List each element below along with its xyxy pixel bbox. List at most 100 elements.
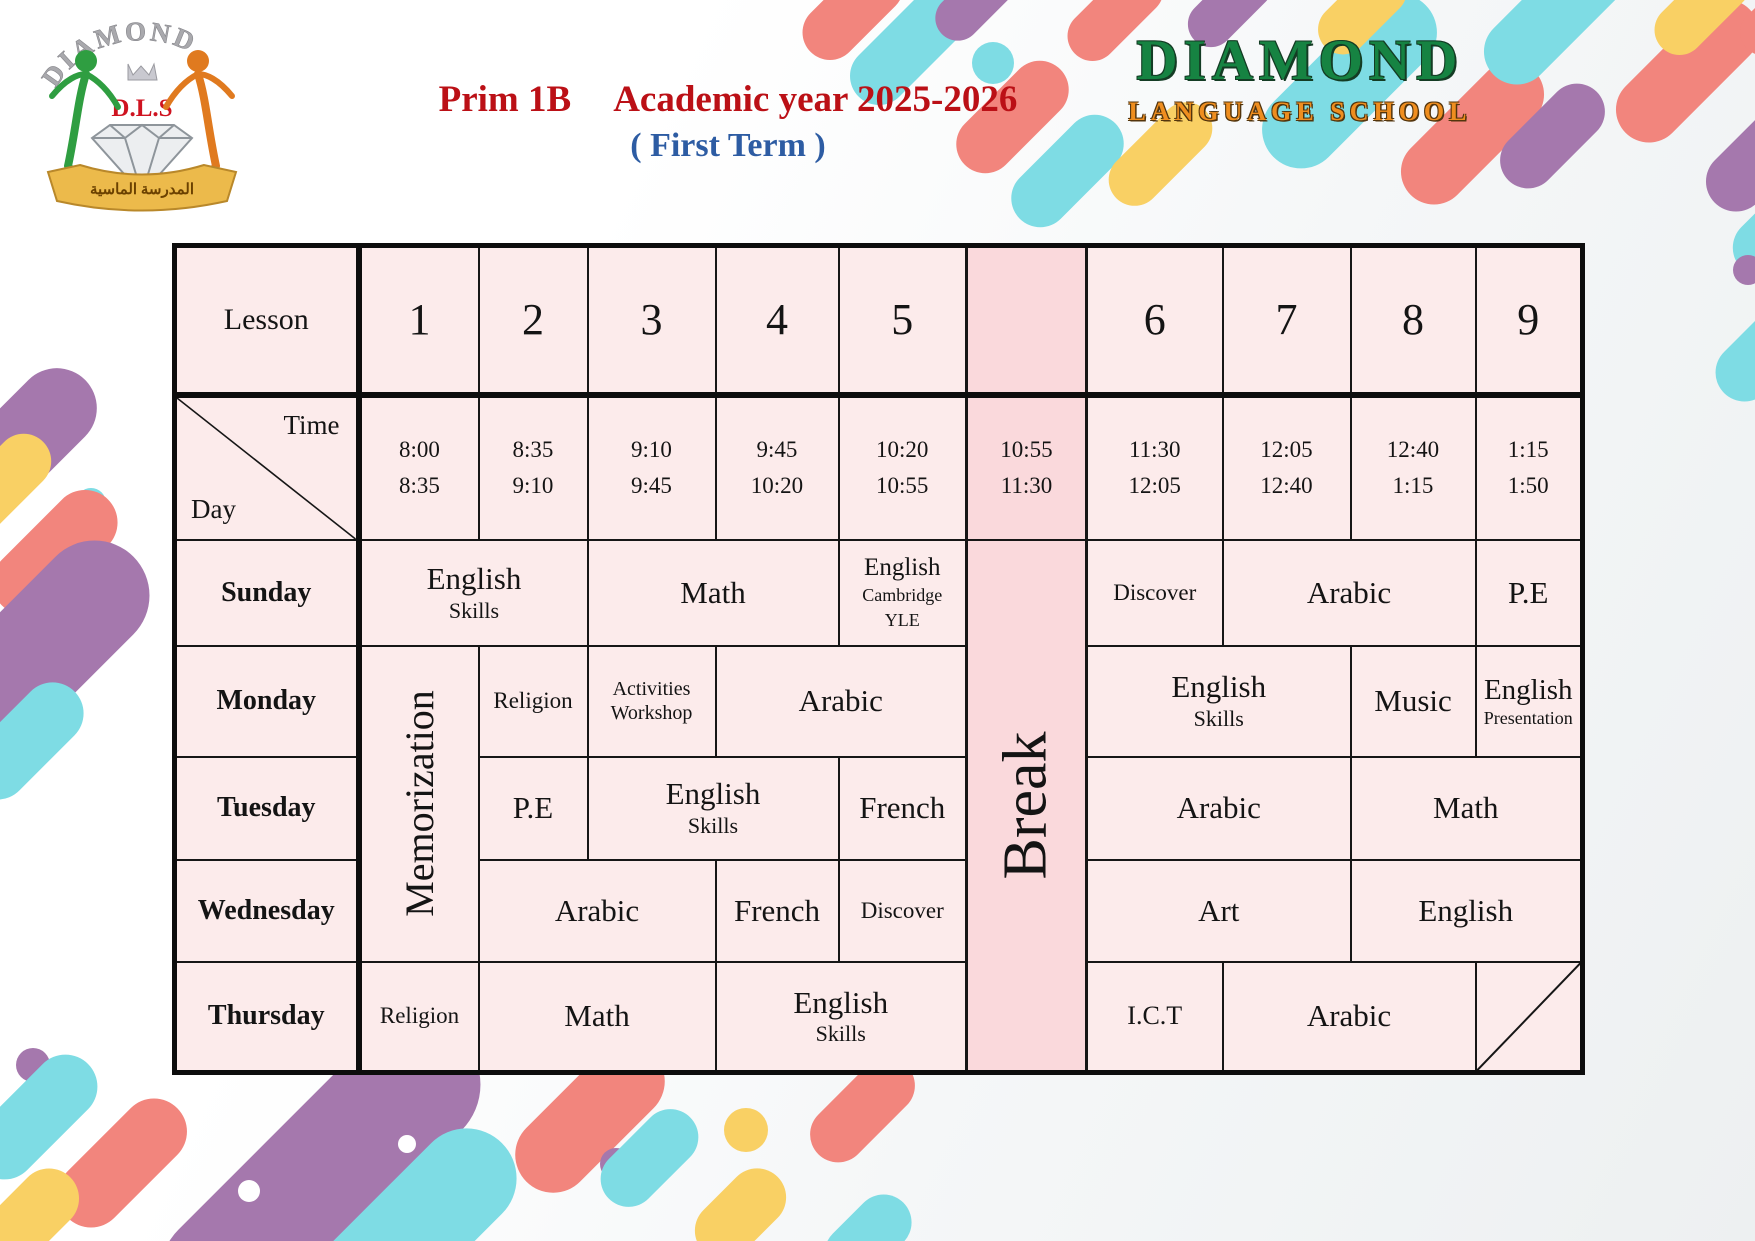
diagonal-divider <box>177 398 356 539</box>
timetable: Lesson 1 2 3 4 5 6 7 8 9 Time Day 8:00 8:… <box>172 243 1585 1075</box>
thursday-empty-cell <box>1474 960 1584 1074</box>
sunday-english-cambridge-cell: English Cambridge YLE <box>837 538 968 647</box>
decor-dot <box>972 42 1014 84</box>
tuesday-arabic-cell: Arabic <box>1085 755 1352 861</box>
diagonal-strike <box>1477 963 1581 1071</box>
lesson-header-row: Lesson 1 2 3 4 5 6 7 8 9 <box>173 244 1584 398</box>
crest-arc-text: DIAMOND <box>35 16 199 93</box>
wednesday-arabic-cell: Arabic <box>477 858 717 963</box>
thursday-english-skills-cell: English Skills <box>714 960 968 1074</box>
sunday-pe-cell: P.E <box>1474 538 1584 647</box>
svg-text:DIAMOND: DIAMOND <box>36 16 202 92</box>
lesson-label: Lesson <box>223 302 309 336</box>
term-label: ( First Term ) <box>630 127 826 164</box>
banner-ribbon <box>46 163 238 212</box>
time-slot-7: 12:05 12:40 <box>1221 393 1352 541</box>
monday-religion-cell: Religion <box>477 644 589 758</box>
break-label: Break <box>992 731 1061 880</box>
tuesday-row: Tuesday P.E English Skills French Arabic … <box>173 755 1584 861</box>
banner-text: المدرسة الماسية <box>90 182 194 198</box>
time-slot-2: 8:35 9:10 <box>477 393 589 541</box>
break-header-cell <box>965 244 1088 398</box>
school-subtitle: LANGUAGE SCHOOL <box>1128 97 1472 126</box>
break-column-cell: Break <box>965 538 1088 1074</box>
school-name: DIAMOND <box>1136 29 1464 92</box>
sunday-row: Sunday English Skills Math English Cambrid… <box>173 538 1584 1074</box>
school-wordmark: DIAMOND LANGUAGE SCHOOL <box>1100 28 1500 127</box>
wednesday-french-cell: French <box>714 858 840 963</box>
thursday-arabic-cell: Arabic <box>1221 960 1477 1074</box>
sunday-discover-cell: Discover <box>1085 538 1224 647</box>
orange-figure-icon <box>163 50 235 189</box>
memorization-cell: Memorization <box>357 644 480 963</box>
day-name-monday: Monday <box>173 644 362 758</box>
thursday-math-cell: Math <box>477 960 717 1074</box>
crown-icon <box>127 62 158 81</box>
sunday-arabic-cell: Arabic <box>1221 538 1477 647</box>
time-slot-9: 1:15 1:50 <box>1474 393 1584 541</box>
day-label: Day <box>191 493 236 524</box>
crest-graphic: DIAMOND D.L.S الم <box>35 16 238 212</box>
monday-english-skills-cell: English Skills <box>1085 644 1352 758</box>
diamond-icon <box>90 123 194 196</box>
time-slot-5: 10:20 10:55 <box>837 393 968 541</box>
lesson-7-header: 7 <box>1221 244 1352 398</box>
wednesday-english-cell: English <box>1349 858 1584 963</box>
title-line: Prim 1B Academic year 2025-2026 <box>408 78 1048 121</box>
thursday-row: Thursday Religion Math English Skills I.C… <box>173 960 1584 1074</box>
decor-dot <box>238 1180 260 1202</box>
lesson-6-header: 6 <box>1085 244 1224 398</box>
lesson-8-header: 8 <box>1349 244 1477 398</box>
time-slot-6: 11:30 12:05 <box>1085 393 1224 541</box>
lesson-9-header: 9 <box>1474 244 1584 398</box>
monday-row: Monday Memorization Religion Activities W… <box>173 644 1584 963</box>
crest-initials: D.L.S <box>111 95 172 122</box>
decor-capsule <box>1693 86 1755 224</box>
time-slot-3: 9:10 9:45 <box>586 393 717 541</box>
day-name-wednesday: Wednesday <box>173 858 362 963</box>
monday-english-presentation-cell: English Presentation <box>1474 644 1584 758</box>
day-name-thursday: Thursday <box>173 960 362 1074</box>
page-title: Prim 1B Academic year 2025-2026 ( First … <box>408 78 1048 165</box>
decor-dot <box>724 1108 768 1152</box>
thursday-ict-cell: I.C.T <box>1085 960 1224 1074</box>
tuesday-french-cell: French <box>837 755 968 861</box>
thursday-religion-cell: Religion <box>357 960 480 1074</box>
tuesday-english-skills-cell: English Skills <box>586 755 840 861</box>
lesson-3-header: 3 <box>586 244 717 398</box>
tuesday-math-cell: Math <box>1349 755 1584 861</box>
day-name-sunday: Sunday <box>173 538 362 647</box>
monday-music-cell: Music <box>1349 644 1477 758</box>
lesson-1-header: 1 <box>357 244 480 398</box>
academic-year: Academic year 2025-2026 <box>613 79 1018 120</box>
lesson-2-header: 2 <box>477 244 589 398</box>
time-row: Time Day 8:00 8:35 8:35 9:10 9:10 9:45 9:45… <box>173 393 1584 541</box>
time-slot-1: 8:00 8:35 <box>357 393 480 541</box>
sunday-english-skills-cell: English Skills <box>357 538 589 647</box>
class-name: Prim 1B <box>438 79 572 120</box>
time-slot-8: 12:40 1:15 <box>1349 393 1477 541</box>
decor-dot <box>398 1135 416 1153</box>
tuesday-pe-cell: P.E <box>477 755 589 861</box>
lesson-4-header: 4 <box>714 244 840 398</box>
decor-capsule <box>1703 280 1755 414</box>
time-slot-4: 9:45 10:20 <box>714 393 840 541</box>
day-name-tuesday: Tuesday <box>173 755 362 861</box>
school-crest-logo: DIAMOND D.L.S الم <box>26 4 258 217</box>
time-day-corner-cell: Time Day <box>173 393 362 541</box>
decor-dot <box>1733 255 1755 285</box>
break-time-slot: 10:55 11:30 <box>965 393 1088 541</box>
monday-arabic-cell: Arabic <box>714 644 968 758</box>
wednesday-art-cell: Art <box>1085 858 1352 963</box>
wednesday-row: Wednesday Arabic French Discover Art Eng… <box>173 858 1584 963</box>
decor-capsule <box>812 1182 924 1241</box>
lesson-header-cell: Lesson <box>173 244 362 398</box>
decor-capsule <box>682 1156 799 1241</box>
lesson-5-header: 5 <box>837 244 968 398</box>
time-label: Time <box>283 409 340 440</box>
memorization-label: Memorization <box>397 690 443 917</box>
monday-activities-workshop-cell: Activities Workshop <box>586 644 717 758</box>
sunday-math-cell: Math <box>586 538 840 647</box>
wednesday-discover-cell: Discover <box>837 858 968 963</box>
